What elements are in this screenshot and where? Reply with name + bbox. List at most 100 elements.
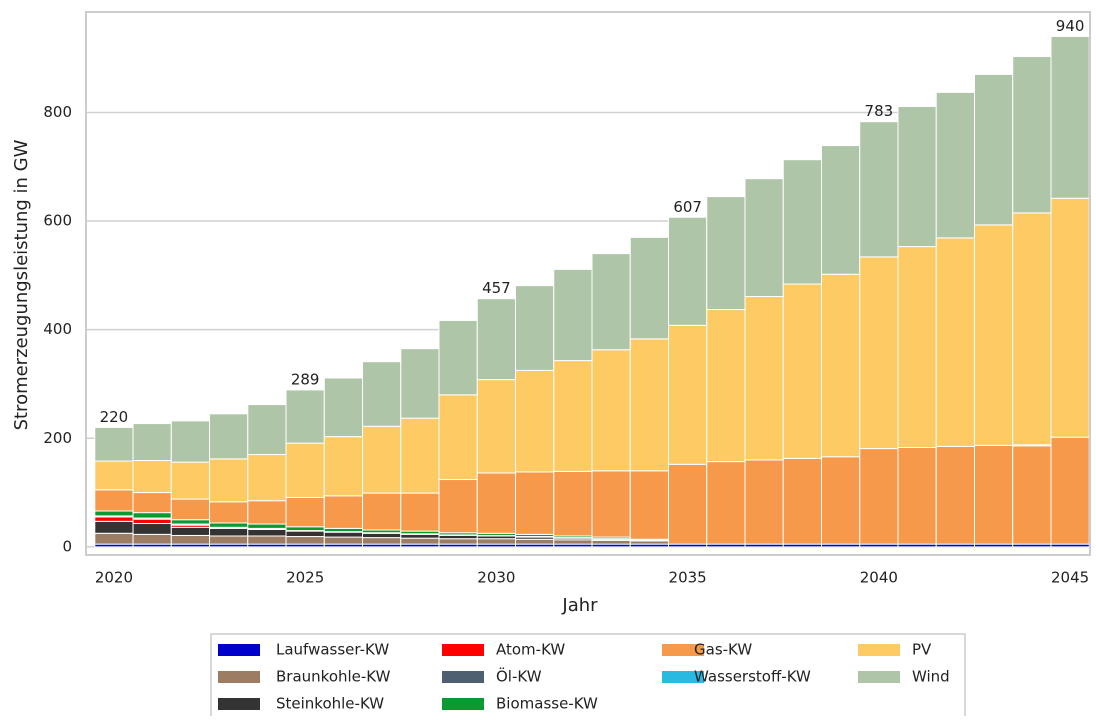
- bar-segment: [1012, 445, 1052, 545]
- legend-label: Biomasse-KW: [496, 695, 598, 713]
- legend-label: Atom-KW: [496, 641, 565, 659]
- bar-segment: [553, 268, 593, 362]
- bar-segment: [362, 492, 402, 531]
- x-tick-label: 2040: [860, 569, 898, 587]
- legend-swatch: [218, 644, 260, 656]
- bar-segment: [400, 537, 440, 545]
- bar-segment: [247, 500, 287, 525]
- bar-segment: [132, 460, 172, 494]
- bar-segment: [170, 519, 211, 525]
- bar-segment: [515, 369, 555, 473]
- bar-segment: [821, 145, 861, 275]
- bar-segment: [362, 361, 402, 427]
- bar-segment: [400, 348, 440, 419]
- bar-segment: [362, 537, 402, 545]
- x-tick-label: 2035: [669, 569, 707, 587]
- bar-segment: [209, 501, 249, 524]
- legend-swatch: [442, 644, 484, 656]
- legend-swatch: [218, 698, 260, 710]
- y-tick-label: 600: [43, 212, 72, 230]
- bar-segment: [94, 532, 134, 545]
- bar-segment: [973, 224, 1014, 446]
- bar-segment: [362, 532, 402, 539]
- legend-swatch: [858, 671, 900, 683]
- legend-swatch: [442, 698, 484, 710]
- bar-segment: [897, 105, 937, 248]
- legend-swatch: [218, 671, 260, 683]
- bar-segment: [591, 539, 631, 545]
- bar-segment: [170, 534, 211, 545]
- bar-segment: [323, 436, 364, 497]
- bar-segment: [247, 454, 287, 502]
- y-tick-label: 400: [43, 320, 72, 338]
- x-tick-label: 2025: [286, 569, 324, 587]
- bar-segment: [897, 246, 937, 448]
- bar-segment: [132, 423, 172, 462]
- y-axis-label: Stromerzeugungsleistung in GW: [11, 139, 32, 430]
- bar-segment: [400, 533, 440, 539]
- bar-segment: [553, 470, 593, 537]
- bar-segment: [744, 459, 784, 545]
- bar-segment: [476, 472, 517, 534]
- bar-segment: [668, 216, 708, 326]
- legend-swatch: [662, 671, 704, 683]
- bar-segment: [668, 324, 708, 465]
- bar-segment: [706, 309, 746, 463]
- bar-segment: [438, 394, 478, 481]
- bar-segment: [515, 538, 555, 545]
- bar-segment: [668, 463, 708, 545]
- bar-segment: [323, 495, 364, 529]
- bar-segment: [515, 471, 555, 535]
- bar-segment: [285, 442, 325, 498]
- bar-segment: [744, 296, 784, 461]
- bar-segment: [170, 420, 211, 463]
- bar-segment: [323, 536, 364, 545]
- legend-label: Wind: [912, 668, 950, 686]
- bar-segment: [629, 236, 670, 340]
- bar-segment: [132, 518, 172, 525]
- bar-segment: [935, 445, 975, 545]
- bar-segment: [973, 444, 1014, 545]
- bar-segment: [553, 539, 593, 545]
- bar-segment: [744, 178, 784, 298]
- legend-label: Wasserstoff-KW: [694, 668, 811, 686]
- legend-swatch: [442, 671, 484, 683]
- bar-segment: [897, 446, 937, 545]
- plot-frame: [85, 11, 1091, 556]
- bar-segment: [629, 338, 670, 472]
- bar-segment: [209, 458, 249, 503]
- bar-segment: [859, 256, 899, 450]
- bar-segment: [362, 425, 402, 494]
- bar-segment: [285, 389, 325, 444]
- bar-segment: [94, 520, 134, 534]
- bar-segment: [400, 492, 440, 532]
- bar-segment: [285, 536, 325, 545]
- bar-segment: [821, 456, 861, 545]
- legend-label: Öl-KW: [496, 667, 542, 686]
- bar-segment: [591, 253, 631, 351]
- legend-swatch: [858, 644, 900, 656]
- bar-segment: [1012, 212, 1052, 446]
- bar-segment: [782, 457, 823, 545]
- bar-segment: [323, 531, 364, 538]
- legend-box: [210, 633, 966, 720]
- bar-segment: [209, 527, 249, 537]
- bar-segment: [247, 404, 287, 456]
- bar-segment: [285, 526, 325, 532]
- bar-segment: [782, 159, 823, 285]
- bar-segment: [438, 479, 478, 534]
- total-label: 457: [482, 279, 511, 297]
- bar-segment: [438, 538, 478, 545]
- bar-segment: [285, 530, 325, 538]
- bar-segment: [782, 283, 823, 459]
- bar-segment: [209, 522, 249, 528]
- bar-segment: [400, 417, 440, 494]
- bar-segment: [476, 379, 517, 474]
- y-tick-label: 200: [43, 429, 72, 447]
- x-tick-label: 2045: [1051, 569, 1089, 587]
- bar-segment: [515, 285, 555, 371]
- bar-segment: [170, 498, 211, 521]
- bar-segment: [935, 237, 975, 447]
- bar-segment: [1050, 197, 1090, 438]
- bar-segment: [591, 470, 631, 538]
